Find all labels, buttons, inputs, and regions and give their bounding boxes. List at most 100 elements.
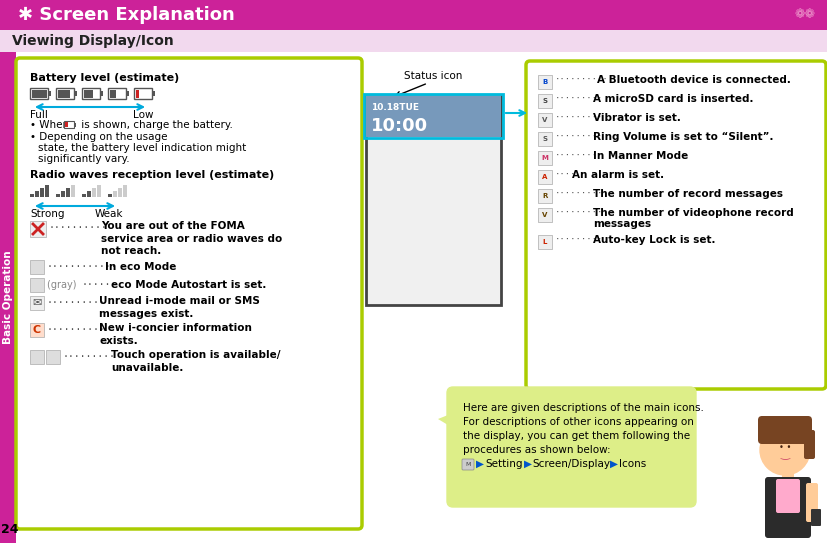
Text: • Depending on the usage: • Depending on the usage	[30, 132, 168, 142]
FancyBboxPatch shape	[30, 260, 44, 274]
FancyBboxPatch shape	[45, 185, 49, 197]
Text: ▶: ▶	[609, 459, 618, 469]
Text: • •: • •	[779, 444, 791, 452]
Text: B: B	[543, 79, 547, 85]
FancyBboxPatch shape	[366, 95, 501, 305]
Text: R: R	[543, 193, 547, 199]
Text: You are out of the FOMA: You are out of the FOMA	[101, 221, 245, 231]
Text: M: M	[466, 462, 471, 467]
Text: A: A	[543, 174, 547, 180]
FancyBboxPatch shape	[71, 185, 75, 197]
Text: ··········: ··········	[47, 325, 106, 335]
FancyBboxPatch shape	[538, 132, 552, 146]
FancyBboxPatch shape	[64, 121, 74, 128]
FancyBboxPatch shape	[526, 61, 826, 389]
Polygon shape	[438, 411, 458, 431]
FancyBboxPatch shape	[113, 191, 117, 197]
Text: ······: ······	[82, 280, 117, 290]
FancyBboxPatch shape	[30, 323, 44, 337]
FancyBboxPatch shape	[538, 75, 552, 89]
Text: Viewing Display/Icon: Viewing Display/Icon	[12, 34, 174, 48]
FancyBboxPatch shape	[30, 350, 44, 364]
FancyBboxPatch shape	[538, 151, 552, 165]
FancyBboxPatch shape	[56, 194, 60, 197]
Text: the display, you can get them following the: the display, you can get them following …	[463, 431, 690, 441]
FancyBboxPatch shape	[782, 470, 794, 480]
Text: ❁❁: ❁❁	[794, 9, 815, 22]
FancyBboxPatch shape	[74, 91, 77, 96]
Text: 24: 24	[2, 523, 19, 536]
Text: Status icon: Status icon	[404, 71, 462, 81]
Text: messages exist.: messages exist.	[99, 309, 194, 319]
FancyBboxPatch shape	[538, 94, 552, 108]
Text: C: C	[33, 325, 41, 335]
Text: • When: • When	[30, 120, 69, 130]
Text: In eco Mode: In eco Mode	[104, 262, 176, 272]
Text: not reach.: not reach.	[101, 246, 161, 256]
Text: ············: ············	[47, 262, 117, 272]
Text: A Bluetooth device is connected.: A Bluetooth device is connected.	[597, 75, 791, 85]
FancyBboxPatch shape	[58, 90, 69, 98]
FancyBboxPatch shape	[65, 122, 68, 127]
Text: ✉: ✉	[32, 298, 41, 308]
FancyBboxPatch shape	[82, 88, 100, 99]
Text: Basic Operation: Basic Operation	[3, 250, 13, 344]
FancyBboxPatch shape	[46, 350, 60, 364]
Text: V: V	[543, 212, 547, 218]
Text: ·········: ·········	[555, 114, 604, 123]
Text: Screen/Display: Screen/Display	[533, 459, 610, 469]
FancyBboxPatch shape	[447, 387, 696, 507]
FancyBboxPatch shape	[40, 188, 44, 197]
FancyBboxPatch shape	[48, 91, 50, 96]
Text: ‿: ‿	[781, 449, 790, 459]
Text: The number of record messages: The number of record messages	[593, 189, 783, 199]
FancyBboxPatch shape	[30, 278, 44, 292]
Text: ··········: ··········	[47, 298, 106, 308]
FancyBboxPatch shape	[30, 194, 34, 197]
Text: Setting: Setting	[485, 459, 523, 469]
FancyBboxPatch shape	[30, 88, 48, 99]
FancyBboxPatch shape	[31, 90, 46, 98]
FancyBboxPatch shape	[126, 91, 128, 96]
FancyBboxPatch shape	[776, 479, 800, 513]
Text: ·········: ·········	[555, 95, 604, 104]
FancyBboxPatch shape	[765, 477, 811, 538]
Text: exists.: exists.	[99, 336, 138, 346]
Circle shape	[760, 425, 810, 475]
Text: significantly vary.: significantly vary.	[38, 154, 130, 164]
Text: Strong: Strong	[30, 209, 65, 219]
Text: In Manner Mode: In Manner Mode	[593, 151, 688, 161]
Text: For descriptions of other icons appearing on: For descriptions of other icons appearin…	[463, 417, 694, 427]
FancyBboxPatch shape	[804, 430, 815, 459]
Text: Auto-key Lock is set.: Auto-key Lock is set.	[593, 235, 715, 245]
FancyBboxPatch shape	[758, 416, 812, 444]
FancyBboxPatch shape	[0, 30, 827, 52]
Text: 10.18TUE: 10.18TUE	[371, 103, 419, 112]
Text: M: M	[542, 155, 548, 161]
Text: L: L	[543, 239, 547, 245]
Text: procedures as shown below:: procedures as shown below:	[463, 445, 610, 455]
Text: is shown, charge the battery.: is shown, charge the battery.	[78, 120, 233, 130]
Text: ··········: ··········	[49, 223, 108, 233]
FancyBboxPatch shape	[61, 191, 65, 197]
Text: ··········: ··········	[555, 76, 609, 85]
FancyBboxPatch shape	[30, 296, 44, 310]
Text: An alarm is set.: An alarm is set.	[571, 170, 664, 180]
Text: ·········: ·········	[555, 209, 604, 218]
FancyBboxPatch shape	[134, 88, 152, 99]
Text: ····: ····	[555, 171, 576, 180]
Text: Radio waves reception level (estimate): Radio waves reception level (estimate)	[30, 170, 275, 180]
FancyBboxPatch shape	[538, 189, 552, 203]
FancyBboxPatch shape	[84, 90, 93, 98]
FancyBboxPatch shape	[462, 459, 474, 470]
Text: service area or radio waves do: service area or radio waves do	[101, 234, 282, 244]
FancyBboxPatch shape	[0, 0, 827, 30]
Text: Full: Full	[30, 110, 48, 120]
FancyBboxPatch shape	[108, 88, 126, 99]
Text: The number of videophone record: The number of videophone record	[593, 208, 794, 218]
Text: A microSD card is inserted.: A microSD card is inserted.	[593, 94, 753, 104]
FancyBboxPatch shape	[100, 91, 103, 96]
FancyBboxPatch shape	[97, 185, 101, 197]
FancyBboxPatch shape	[30, 221, 46, 237]
Text: ·········: ·········	[555, 133, 604, 142]
